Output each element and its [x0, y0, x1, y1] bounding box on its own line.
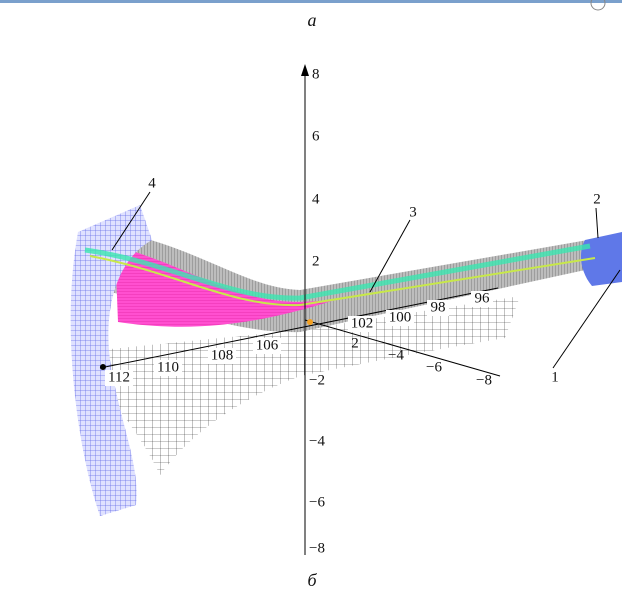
callout-label: 3 — [409, 204, 417, 220]
leader — [553, 270, 620, 368]
tick-label: 2 — [312, 253, 320, 269]
tick-label: 4 — [312, 191, 320, 207]
tick-label: −4 — [309, 433, 325, 449]
callout-label: 4 — [148, 175, 156, 191]
figure: а 8 6 4 2 −2 −4 −6 −8 112 110 108 106 10… — [0, 0, 622, 596]
tick-label: 106 — [256, 337, 279, 353]
tick-label: 112 — [108, 369, 130, 385]
callout-label: 2 — [593, 191, 601, 207]
leader — [596, 208, 598, 238]
top-rule — [0, 0, 622, 3]
tick-label: 102 — [351, 315, 374, 331]
origin — [307, 319, 313, 325]
tick-label: 108 — [211, 347, 234, 363]
axis-end — [100, 364, 106, 370]
tick-label: −6 — [309, 494, 325, 510]
tick-label: −2 — [309, 372, 325, 388]
tick-label: 110 — [157, 359, 179, 375]
tick-label: −6 — [426, 359, 442, 375]
tick-label: −8 — [476, 372, 492, 388]
tick-label: 6 — [312, 128, 320, 144]
axis-arrow — [301, 64, 309, 76]
tick-label: 2 — [351, 335, 359, 351]
tick-label: −8 — [309, 540, 325, 556]
caption-bottom: б — [307, 570, 317, 590]
tick-label: 8 — [312, 66, 320, 82]
tick-label: 100 — [389, 309, 412, 325]
tick-label: 96 — [475, 290, 491, 306]
caption-top: а — [308, 10, 317, 30]
tick-label: 98 — [431, 299, 446, 315]
callout-label: 1 — [551, 369, 559, 385]
tick-label: −4 — [388, 347, 404, 363]
